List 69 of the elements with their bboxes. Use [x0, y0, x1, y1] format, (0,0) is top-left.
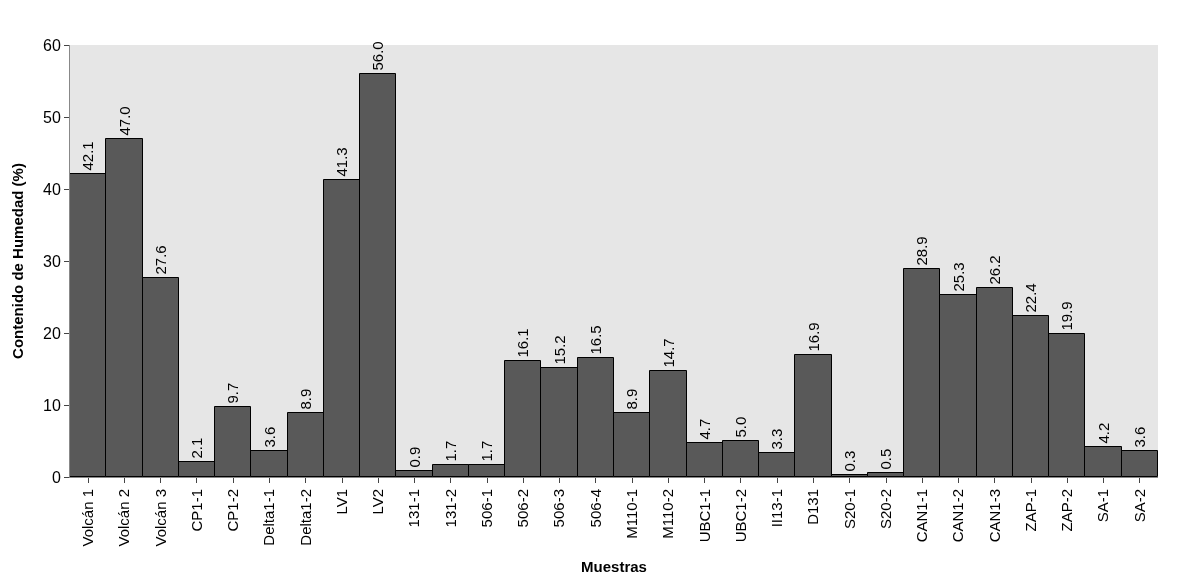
data-label: 3.6 — [1131, 426, 1148, 448]
y-tick-label: 40 — [43, 180, 61, 198]
x-tick-label: Volcán 2 — [115, 489, 133, 547]
x-tick-label: Volcán 1 — [79, 489, 96, 547]
x-tick-label: 506-4 — [586, 489, 604, 528]
data-label: 16.1 — [514, 328, 531, 358]
data-label: 9.7 — [224, 382, 241, 404]
x-tick-label: Delta1-1 — [260, 489, 278, 546]
x-tick-label: Volcán 3 — [151, 489, 169, 547]
x-tick-label: CAN1-1 — [913, 489, 931, 543]
data-label: 8.9 — [623, 388, 640, 410]
data-label: 1.7 — [442, 440, 459, 462]
x-tick-label: 506-2 — [514, 489, 532, 528]
x-tick-label: ZAP-2 — [1058, 489, 1076, 532]
x-tick-label: II13-1 — [768, 489, 786, 528]
x-tick-label: ZAP-1 — [1021, 489, 1039, 532]
x-tick-label: CAN1-3 — [985, 489, 1003, 543]
data-label: 0.9 — [405, 446, 423, 468]
x-tick-label: 506-3 — [550, 489, 568, 528]
data-label: 27.6 — [152, 245, 169, 275]
data-label: 19.9 — [1058, 301, 1075, 331]
x-tick-label: 131-2 — [441, 489, 459, 528]
data-label: 5.0 — [732, 416, 749, 438]
x-tick-label: M110-1 — [623, 489, 641, 539]
data-label: 4.2 — [1094, 422, 1112, 444]
data-label: 3.3 — [768, 428, 785, 450]
y-tick-label: 50 — [43, 108, 61, 126]
x-tick-label: D131 — [804, 489, 822, 525]
data-label: 15.2 — [550, 335, 568, 365]
data-label: 4.7 — [696, 418, 713, 440]
data-label: 16.9 — [804, 322, 822, 352]
x-tick-label: M110-2 — [659, 489, 677, 539]
data-label: 14.7 — [659, 338, 677, 368]
data-label: 42.1 — [79, 141, 96, 171]
data-label: 2.1 — [188, 437, 205, 459]
y-tick-label: 20 — [43, 324, 61, 342]
x-tick-label: CP1-2 — [224, 489, 242, 532]
data-label: 47.0 — [115, 106, 133, 136]
data-label: 26.2 — [986, 255, 1003, 285]
x-tick-label: LV1 — [332, 489, 350, 515]
x-tick-label: S20-2 — [876, 489, 894, 530]
y-axis-title: Contenido de Humedad (%) — [9, 163, 27, 359]
data-label: 3.6 — [260, 426, 278, 448]
x-tick-label: 506-1 — [477, 489, 495, 528]
x-axis-title: Muestras — [581, 557, 647, 575]
data-label: 56.0 — [369, 41, 386, 71]
y-tick-label: 30 — [43, 252, 61, 270]
data-label: 16.5 — [587, 325, 604, 355]
x-tick-label: SA-1 — [1094, 489, 1112, 523]
x-tick-label: UBC1-2 — [731, 489, 749, 543]
data-label: 8.9 — [297, 388, 314, 410]
data-label: 0.5 — [877, 448, 894, 470]
data-label: 41.3 — [333, 147, 350, 177]
data-label: 0.3 — [841, 450, 858, 472]
y-tick-label: 60 — [43, 36, 61, 54]
x-tick-label: LV2 — [369, 489, 387, 515]
data-label: 1.7 — [478, 440, 495, 462]
x-tick-label: CP1-1 — [187, 489, 205, 532]
y-tick-label: 0 — [51, 468, 61, 486]
x-tick-label: CAN1-2 — [949, 489, 967, 543]
data-label: 22.4 — [1022, 283, 1039, 313]
x-tick-label: S20-1 — [840, 489, 858, 530]
x-tick-label: UBC1-1 — [695, 489, 713, 543]
y-tick-label: 10 — [43, 396, 61, 414]
x-tick-label: Delta1-2 — [296, 489, 314, 546]
x-tick-label: SA-2 — [1130, 489, 1148, 523]
data-label: 28.9 — [913, 236, 930, 266]
data-label: 25.3 — [949, 262, 967, 292]
x-tick-label: 131-1 — [405, 489, 423, 528]
